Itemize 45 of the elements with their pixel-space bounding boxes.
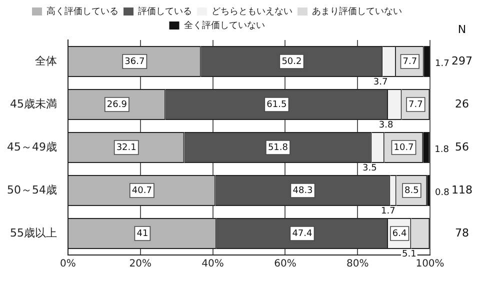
data-label: 3.8 [378,120,394,130]
data-label: 3.7 [373,77,388,88]
data-label: 26.9 [106,100,128,110]
y-tick-label: 45～49歳 [6,140,57,154]
data-label: 48.3 [292,186,313,196]
y-tick-label: 45歳未満 [10,97,57,110]
data-label: 36.7 [124,56,145,67]
text: N [458,22,466,36]
data-label: 1.7 [434,58,450,69]
data-label: 32.1 [116,142,136,153]
data-label: 0.8 [434,188,450,198]
data-label: 51.8 [268,142,288,153]
data-label: 1.7 [381,206,396,216]
text: 56 [455,140,469,154]
x-tick-label: 0% [60,258,76,270]
data-label: 7.7 [402,56,418,67]
text: 118 [452,183,472,196]
data-label: 47.4 [292,228,312,239]
x-tick-label: 20% [129,258,152,270]
x-tick-label: 100% [416,258,444,270]
data-label: 50.2 [282,56,302,67]
data-label: 40.7 [132,186,152,196]
data-label: 61.5 [266,100,287,110]
data-label: 5.1 [402,249,416,260]
data-label: 8.5 [404,186,419,196]
text: 78 [455,226,469,240]
data-label: 7.7 [408,100,423,110]
legend-label: 高く評価している [46,6,118,17]
legend-label: どちらともいえない [212,6,292,17]
x-tick-label: 80% [346,258,369,270]
x-tick-label: 60% [274,258,296,270]
data-label: 1.8 [434,144,450,155]
x-tick-label: 40% [202,258,224,270]
data-label: 10.7 [394,142,414,153]
y-tick-label: 50～54歳 [6,183,57,196]
data-label: 3.5 [362,163,377,174]
data-label: 41 [136,228,148,239]
y-tick-label: 55歳以上 [10,226,57,240]
y-tick-label: 全体 [34,54,57,68]
text: 26 [455,97,469,110]
text: 297 [452,54,472,68]
data-label: 6.4 [392,228,408,239]
legend-label: 評価している [138,6,192,17]
legend-label: 全く評価していない [184,20,265,31]
legend-label: あまり評価していない [312,6,402,17]
